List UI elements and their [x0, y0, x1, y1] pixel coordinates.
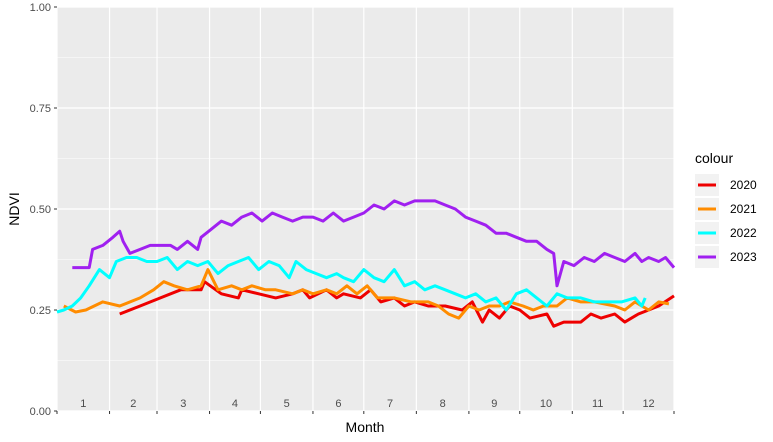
y-tick-label: 0.75 — [30, 103, 51, 115]
month-label: 3 — [180, 398, 186, 410]
month-label: 7 — [387, 398, 393, 410]
axes: 0.000.250.500.751.001 2 3 4 5 6 7 8 9 10 11 12 — [30, 2, 675, 418]
y-tick-label: 0.50 — [30, 204, 51, 216]
month-label: 10 — [540, 398, 552, 410]
legend-label-2022: 2022 — [730, 226, 757, 240]
legend: colour 2020 2021 2022 2023 — [695, 150, 757, 268]
x-axis-title: Month — [346, 419, 385, 435]
month-label: 2 — [130, 398, 136, 410]
y-axis-title: NDVI — [6, 192, 22, 225]
month-label: 5 — [284, 398, 290, 410]
legend-label-2020: 2020 — [730, 178, 757, 192]
month-label: 11 — [592, 398, 603, 410]
month-label: 6 — [335, 398, 341, 410]
series-line-2023 — [72, 199, 676, 288]
series-line-2022 — [56, 256, 647, 314]
month-label: 9 — [491, 398, 497, 410]
series-line-2021 — [63, 268, 670, 320]
month-label: 4 — [232, 398, 238, 410]
y-tick-label: 1.00 — [30, 2, 51, 14]
y-tick-label: 0.25 — [30, 305, 51, 317]
legend-title: colour — [695, 150, 733, 166]
legend-label-2021: 2021 — [730, 202, 757, 216]
month-label: 1 — [80, 398, 86, 410]
legend-label-2023: 2023 — [730, 250, 757, 264]
y-tick-label: 0.00 — [30, 406, 51, 418]
series-lines — [56, 199, 676, 328]
month-label: 8 — [440, 398, 446, 410]
month-label: 12 — [642, 398, 654, 410]
